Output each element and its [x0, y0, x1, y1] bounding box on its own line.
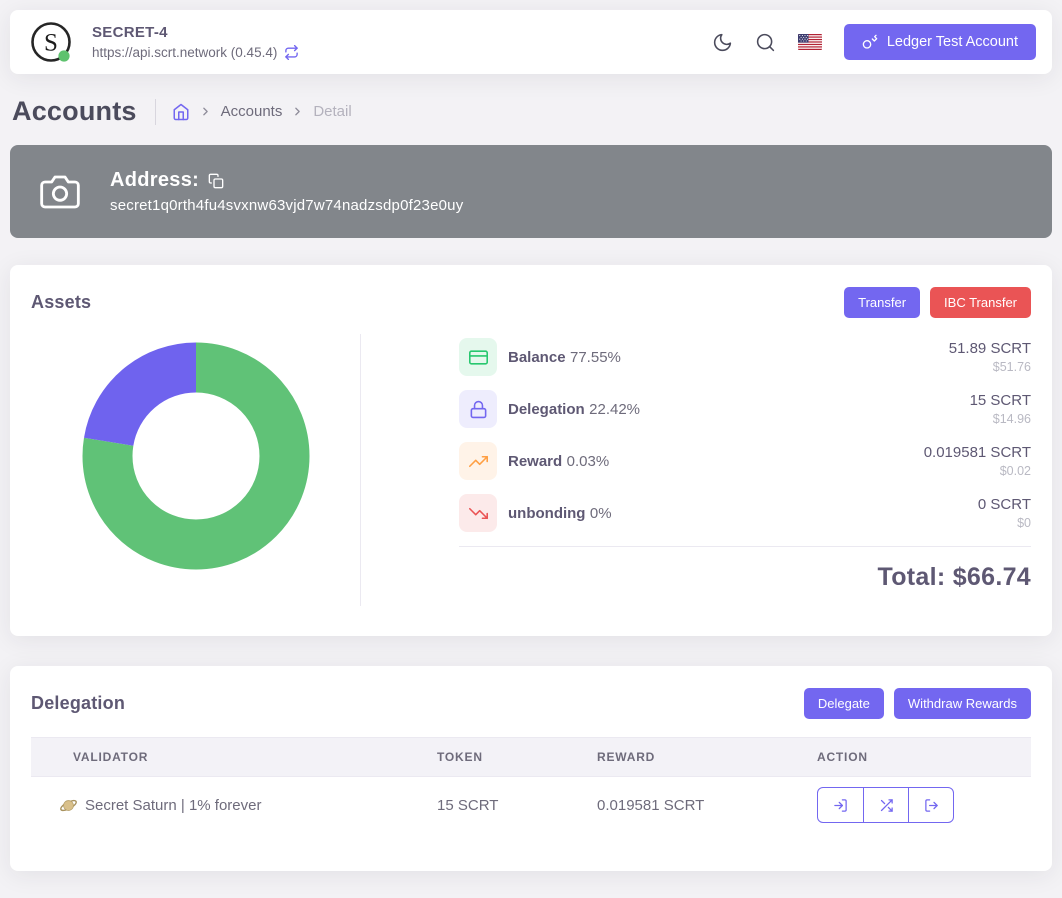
page-header: Accounts Accounts Detail	[10, 96, 1052, 127]
chevron-right-icon	[199, 105, 212, 118]
redelegate-action-button[interactable]	[863, 788, 908, 822]
asset-percent: 77.55%	[570, 349, 621, 366]
asset-percent: 0%	[590, 505, 612, 522]
column-header-validator: VALIDATOR	[31, 738, 421, 777]
validator-link[interactable]: Secret Saturn | 1% forever	[85, 797, 261, 814]
log-in-icon	[833, 798, 848, 813]
unbond-action-button[interactable]	[908, 788, 953, 822]
column-header-reward: REWARD	[581, 738, 801, 777]
log-out-icon	[924, 798, 939, 813]
credit-card-icon	[459, 338, 497, 376]
dark-mode-toggle[interactable]	[712, 32, 733, 53]
breadcrumb-detail: Detail	[313, 103, 351, 120]
secret-network-logo: S	[30, 21, 72, 63]
copy-address-icon[interactable]	[208, 173, 224, 189]
asset-amount: 15 SCRT	[970, 392, 1031, 409]
camera-icon	[40, 172, 80, 212]
assets-total: Total: $66.74	[459, 563, 1031, 592]
chain-selector[interactable]: S SECRET-4 https://api.scrt.network (0.4…	[30, 21, 299, 63]
trending-up-icon	[459, 442, 497, 480]
svg-text:S: S	[44, 30, 58, 57]
assets-donut-chart	[82, 342, 310, 570]
transfer-button[interactable]: Transfer	[844, 287, 920, 318]
breadcrumb-accounts[interactable]: Accounts	[221, 103, 283, 120]
top-bar: S SECRET-4 https://api.scrt.network (0.4…	[10, 10, 1052, 74]
delegate-action-button[interactable]	[818, 788, 863, 822]
reward-cell: 0.019581 SCRT	[581, 777, 801, 834]
delegation-row: Secret Saturn | 1% forever 15 SCRT 0.019…	[31, 777, 1031, 834]
delegation-card: Delegation Delegate Withdraw Rewards VAL…	[10, 666, 1052, 871]
delegate-button[interactable]: Delegate	[804, 688, 884, 719]
home-icon[interactable]	[172, 103, 190, 121]
trending-down-icon	[459, 494, 497, 532]
asset-label: unbonding	[508, 505, 585, 522]
asset-percent: 22.42%	[589, 401, 640, 418]
asset-label: Delegation	[508, 401, 585, 418]
assets-list: Balance 77.55% 51.89 SCRT $51.76 Delegat…	[361, 334, 1031, 606]
key-icon	[862, 34, 878, 50]
asset-row-balance: Balance 77.55% 51.89 SCRT $51.76	[459, 338, 1031, 376]
chain-name: SECRET-4	[92, 24, 168, 41]
asset-usd-value: $0.02	[924, 464, 1031, 478]
assets-card: Assets Transfer IBC Transfer	[10, 265, 1052, 636]
delegation-actions	[817, 787, 954, 823]
search-button[interactable]	[755, 32, 776, 53]
asset-row-delegation: Delegation 22.42% 15 SCRT $14.96	[459, 390, 1031, 428]
language-selector[interactable]	[798, 34, 822, 50]
asset-amount: 51.89 SCRT	[949, 340, 1031, 357]
column-header-action: ACTION	[801, 738, 1031, 777]
token-cell: 15 SCRT	[421, 777, 581, 834]
delegation-table: VALIDATOR TOKEN REWARD ACTION Secret	[31, 737, 1031, 833]
saturn-planet-icon	[59, 796, 78, 815]
ibc-transfer-button[interactable]: IBC Transfer	[930, 287, 1031, 318]
search-icon	[755, 32, 776, 53]
address-label: Address:	[110, 169, 199, 192]
asset-amount: 0 SCRT	[978, 496, 1031, 513]
shuffle-icon	[879, 798, 894, 813]
assets-title: Assets	[31, 292, 91, 313]
chain-endpoint: https://api.scrt.network (0.45.4)	[92, 45, 277, 60]
withdraw-rewards-button[interactable]: Withdraw Rewards	[894, 688, 1031, 719]
asset-row-unbonding: unbonding 0% 0 SCRT $0	[459, 494, 1031, 532]
asset-row-reward: Reward 0.03% 0.019581 SCRT $0.02	[459, 442, 1031, 480]
title-divider	[155, 99, 156, 125]
chevron-right-icon	[291, 105, 304, 118]
lock-icon	[459, 390, 497, 428]
delegation-title: Delegation	[31, 693, 125, 714]
address-banner: Address: secret1q0rth4fu4svxnw63vjd7w74n…	[10, 145, 1052, 238]
breadcrumb: Accounts Detail	[172, 103, 352, 121]
account-address: secret1q0rth4fu4svxnw63vjd7w74nadzsdp0f2…	[110, 197, 463, 214]
asset-usd-value: $0	[978, 516, 1031, 530]
asset-label: Reward	[508, 453, 562, 470]
page-title: Accounts	[12, 96, 137, 127]
moon-icon	[712, 32, 733, 53]
asset-amount: 0.019581 SCRT	[924, 444, 1031, 461]
asset-label: Balance	[508, 349, 566, 366]
us-flag-icon	[798, 34, 822, 50]
asset-percent: 0.03%	[567, 453, 610, 470]
wallet-account-button[interactable]: Ledger Test Account	[844, 24, 1036, 60]
assets-divider	[459, 546, 1031, 547]
wallet-button-label: Ledger Test Account	[887, 34, 1018, 50]
column-header-token: TOKEN	[421, 738, 581, 777]
status-dot	[58, 50, 69, 61]
refresh-endpoint-icon[interactable]	[284, 45, 299, 60]
asset-usd-value: $51.76	[949, 360, 1031, 374]
asset-usd-value: $14.96	[970, 412, 1031, 426]
